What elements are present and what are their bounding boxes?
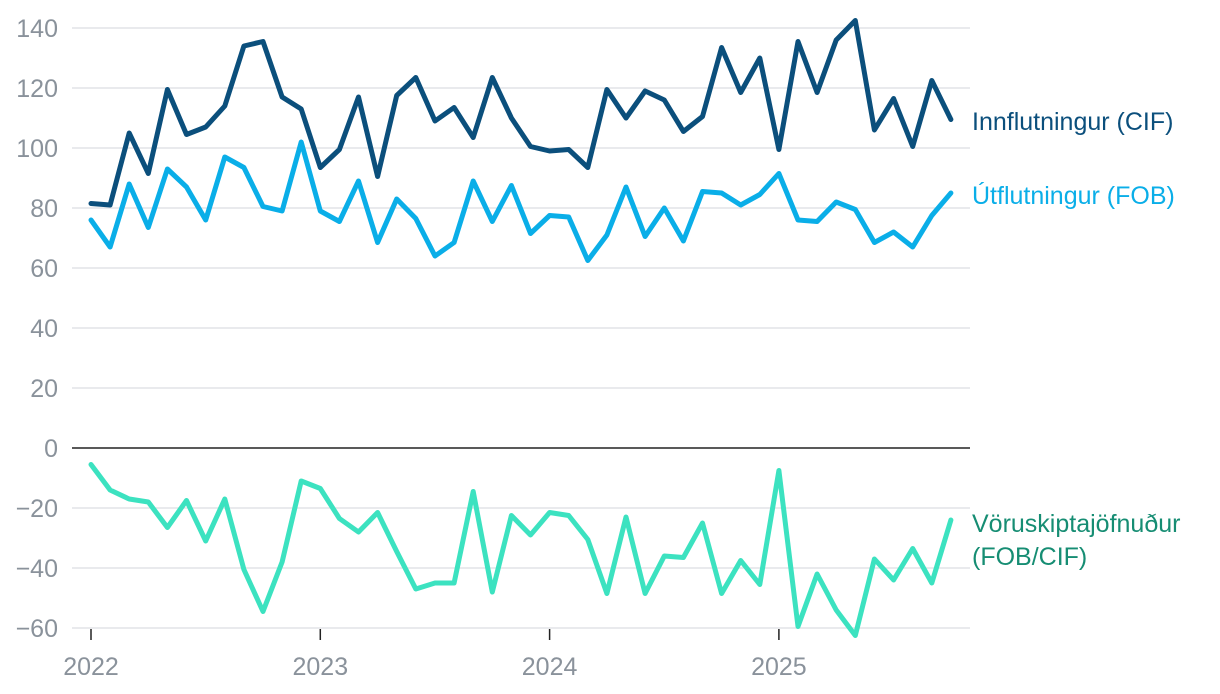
x-tick-label: 2022 [63,653,119,681]
y-tick-label: 40 [30,315,58,343]
y-tick-label: −60 [16,615,58,643]
series-line-3 [88,462,954,638]
y-tick-label: 120 [16,75,58,103]
gridlines [72,27,970,629]
series-label-3-line-1: Vöruskiptajöfnuður [972,510,1180,538]
series-labels: Innflutningur (CIF) Útflutningur (FOB) Vör… [972,108,1180,571]
y-tick-label: 140 [16,15,58,43]
y-tick-label: 60 [30,255,58,283]
x-axis: 2022 2023 2024 2025 [63,629,807,681]
series-label-2: Útflutningur (FOB) [972,181,1175,210]
y-tick-label: −20 [16,495,58,523]
x-tick-label: 2025 [751,653,807,681]
y-axis-labels: 140 120 100 80 60 40 20 0 −20 −40 −60 [16,15,58,643]
series-label-3-line-2: (FOB/CIF) [972,543,1087,571]
y-tick-label: 0 [44,435,58,463]
x-tick-label: 2023 [292,653,348,681]
series-label-1: Innflutningur (CIF) [972,108,1173,136]
x-tick-label: 2024 [522,653,578,681]
y-tick-label: 80 [30,195,58,223]
series-line-1 [88,18,954,208]
y-tick-label: −40 [16,555,58,583]
series-line-2 [88,139,954,263]
y-tick-label: 20 [30,375,58,403]
series-lines [88,18,954,638]
y-tick-label: 100 [16,135,58,163]
